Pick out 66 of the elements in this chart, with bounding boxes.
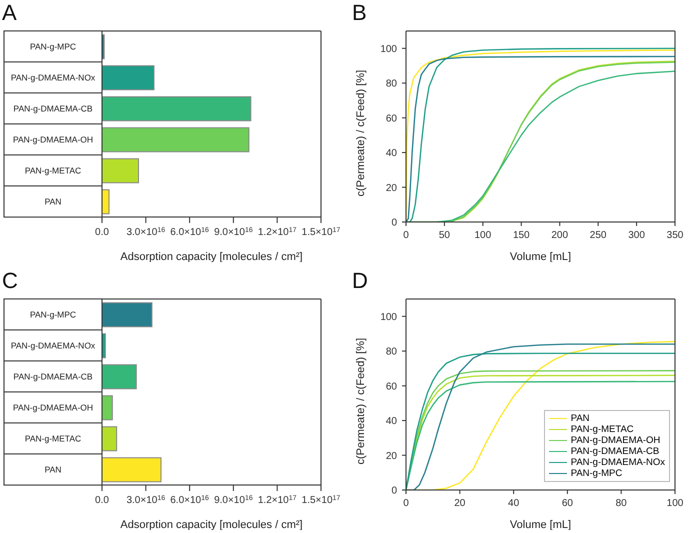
y-tick-label: 40 [386,416,398,428]
y-tick-label: PAN-g-DMAEMA-NOx [10,340,96,350]
x-tick-label: 3.0×10$^{16}$ [126,226,166,238]
legend-label: PAN-g-MPC [570,468,622,479]
x-tick-label: 1.5×10$^{17}$ [302,226,340,238]
legend-label: PAN-g-METAC [570,424,634,435]
x-tick-label: 20 [454,498,466,509]
x-tick-label: 0.0 [95,495,110,506]
y-tick-label: PAN-g-METAC [24,434,82,444]
y-tick-label: PAN-g-DMAEMA-NOx [10,72,96,82]
x-tick-label: 300 [628,230,646,241]
y-tick-label: 20 [386,450,398,462]
chart-title: D [352,268,368,294]
x-tick-label: 9.0×10$^{16}$ [214,494,253,506]
x-tick-label: 250 [590,230,607,241]
x-tick-label: 100 [474,230,492,241]
x-tick-label: 60 [562,498,574,509]
chart-title: B [352,0,367,26]
x-tick-label: 200 [551,230,568,241]
chart-title: C [2,268,18,294]
y-tick-label: 0 [391,486,398,496]
legend-label: PAN [570,413,590,424]
y-tick-label: PAN-g-DMAEMA-CB [13,372,93,382]
x-tick-label: 3.0×10$^{16}$ [126,494,166,506]
y-tick-label: PAN-g-DMAEMA-OH [12,402,94,412]
y-tick-label: PAN [44,464,62,474]
legend-label: PAN-g-DMAEMA-NOx [570,457,665,468]
y-tick-label: PAN-g-METAC [24,166,82,176]
x-axis-title: Volume [mL] [510,251,572,263]
x-tick-label: 40 [508,498,520,509]
y-tick-label: 0 [391,218,398,228]
chart-title: A [2,0,17,26]
y-tick-label: 100 [380,312,398,323]
y-tick-label: 80 [386,346,398,358]
x-tick-label: 1.2×10$^{17}$ [258,494,297,506]
y-tick-label: PAN-g-DMAEMA-CB [13,104,93,114]
x-tick-label: 150 [512,230,530,241]
y-tick-label: PAN-g-MPC [30,42,76,52]
legend-label: PAN-g-DMAEMA-CB [570,446,660,457]
y-tick-label: PAN-g-MPC [30,310,76,320]
x-tick-label: 0 [403,230,410,241]
y-axis-title: c(Permeate) / c(Feed) [%] [354,338,367,464]
x-tick-label: 6.0×10$^{16}$ [170,226,210,238]
x-tick-label: 100 [666,498,684,509]
y-tick-label: PAN [44,196,62,206]
x-tick-label: 6.0×10$^{16}$ [170,494,210,506]
x-axis-title: Adsorption capacity [molecules / cm²] [120,251,303,263]
x-tick-label: 9.0×10$^{16}$ [214,226,253,238]
y-axis-title: c(Permeate) / c(Feed) [%] [354,70,367,196]
x-tick-label: 0.0 [95,227,110,238]
x-tick-label: 80 [616,498,628,509]
x-tick-label: 1.5×10$^{17}$ [302,494,340,506]
y-tick-label: 60 [386,381,398,392]
x-tick-label: 50 [438,230,450,241]
y-tick-label: 80 [386,78,398,90]
legend-label: PAN-g-DMAEMA-OH [570,435,660,446]
x-axis-title: Volume [mL] [510,519,572,531]
x-tick-label: 0 [403,498,410,509]
y-tick-label: 100 [380,44,398,55]
x-tick-label: 350 [666,230,684,241]
y-tick-label: 40 [386,148,398,160]
x-axis-title: Adsorption capacity [molecules / cm²] [120,519,303,531]
x-tick-label: 1.2×10$^{17}$ [258,226,297,238]
y-tick-label: PAN-g-DMAEMA-OH [12,134,94,144]
y-tick-label: 60 [386,113,398,124]
y-tick-label: 20 [386,182,398,194]
